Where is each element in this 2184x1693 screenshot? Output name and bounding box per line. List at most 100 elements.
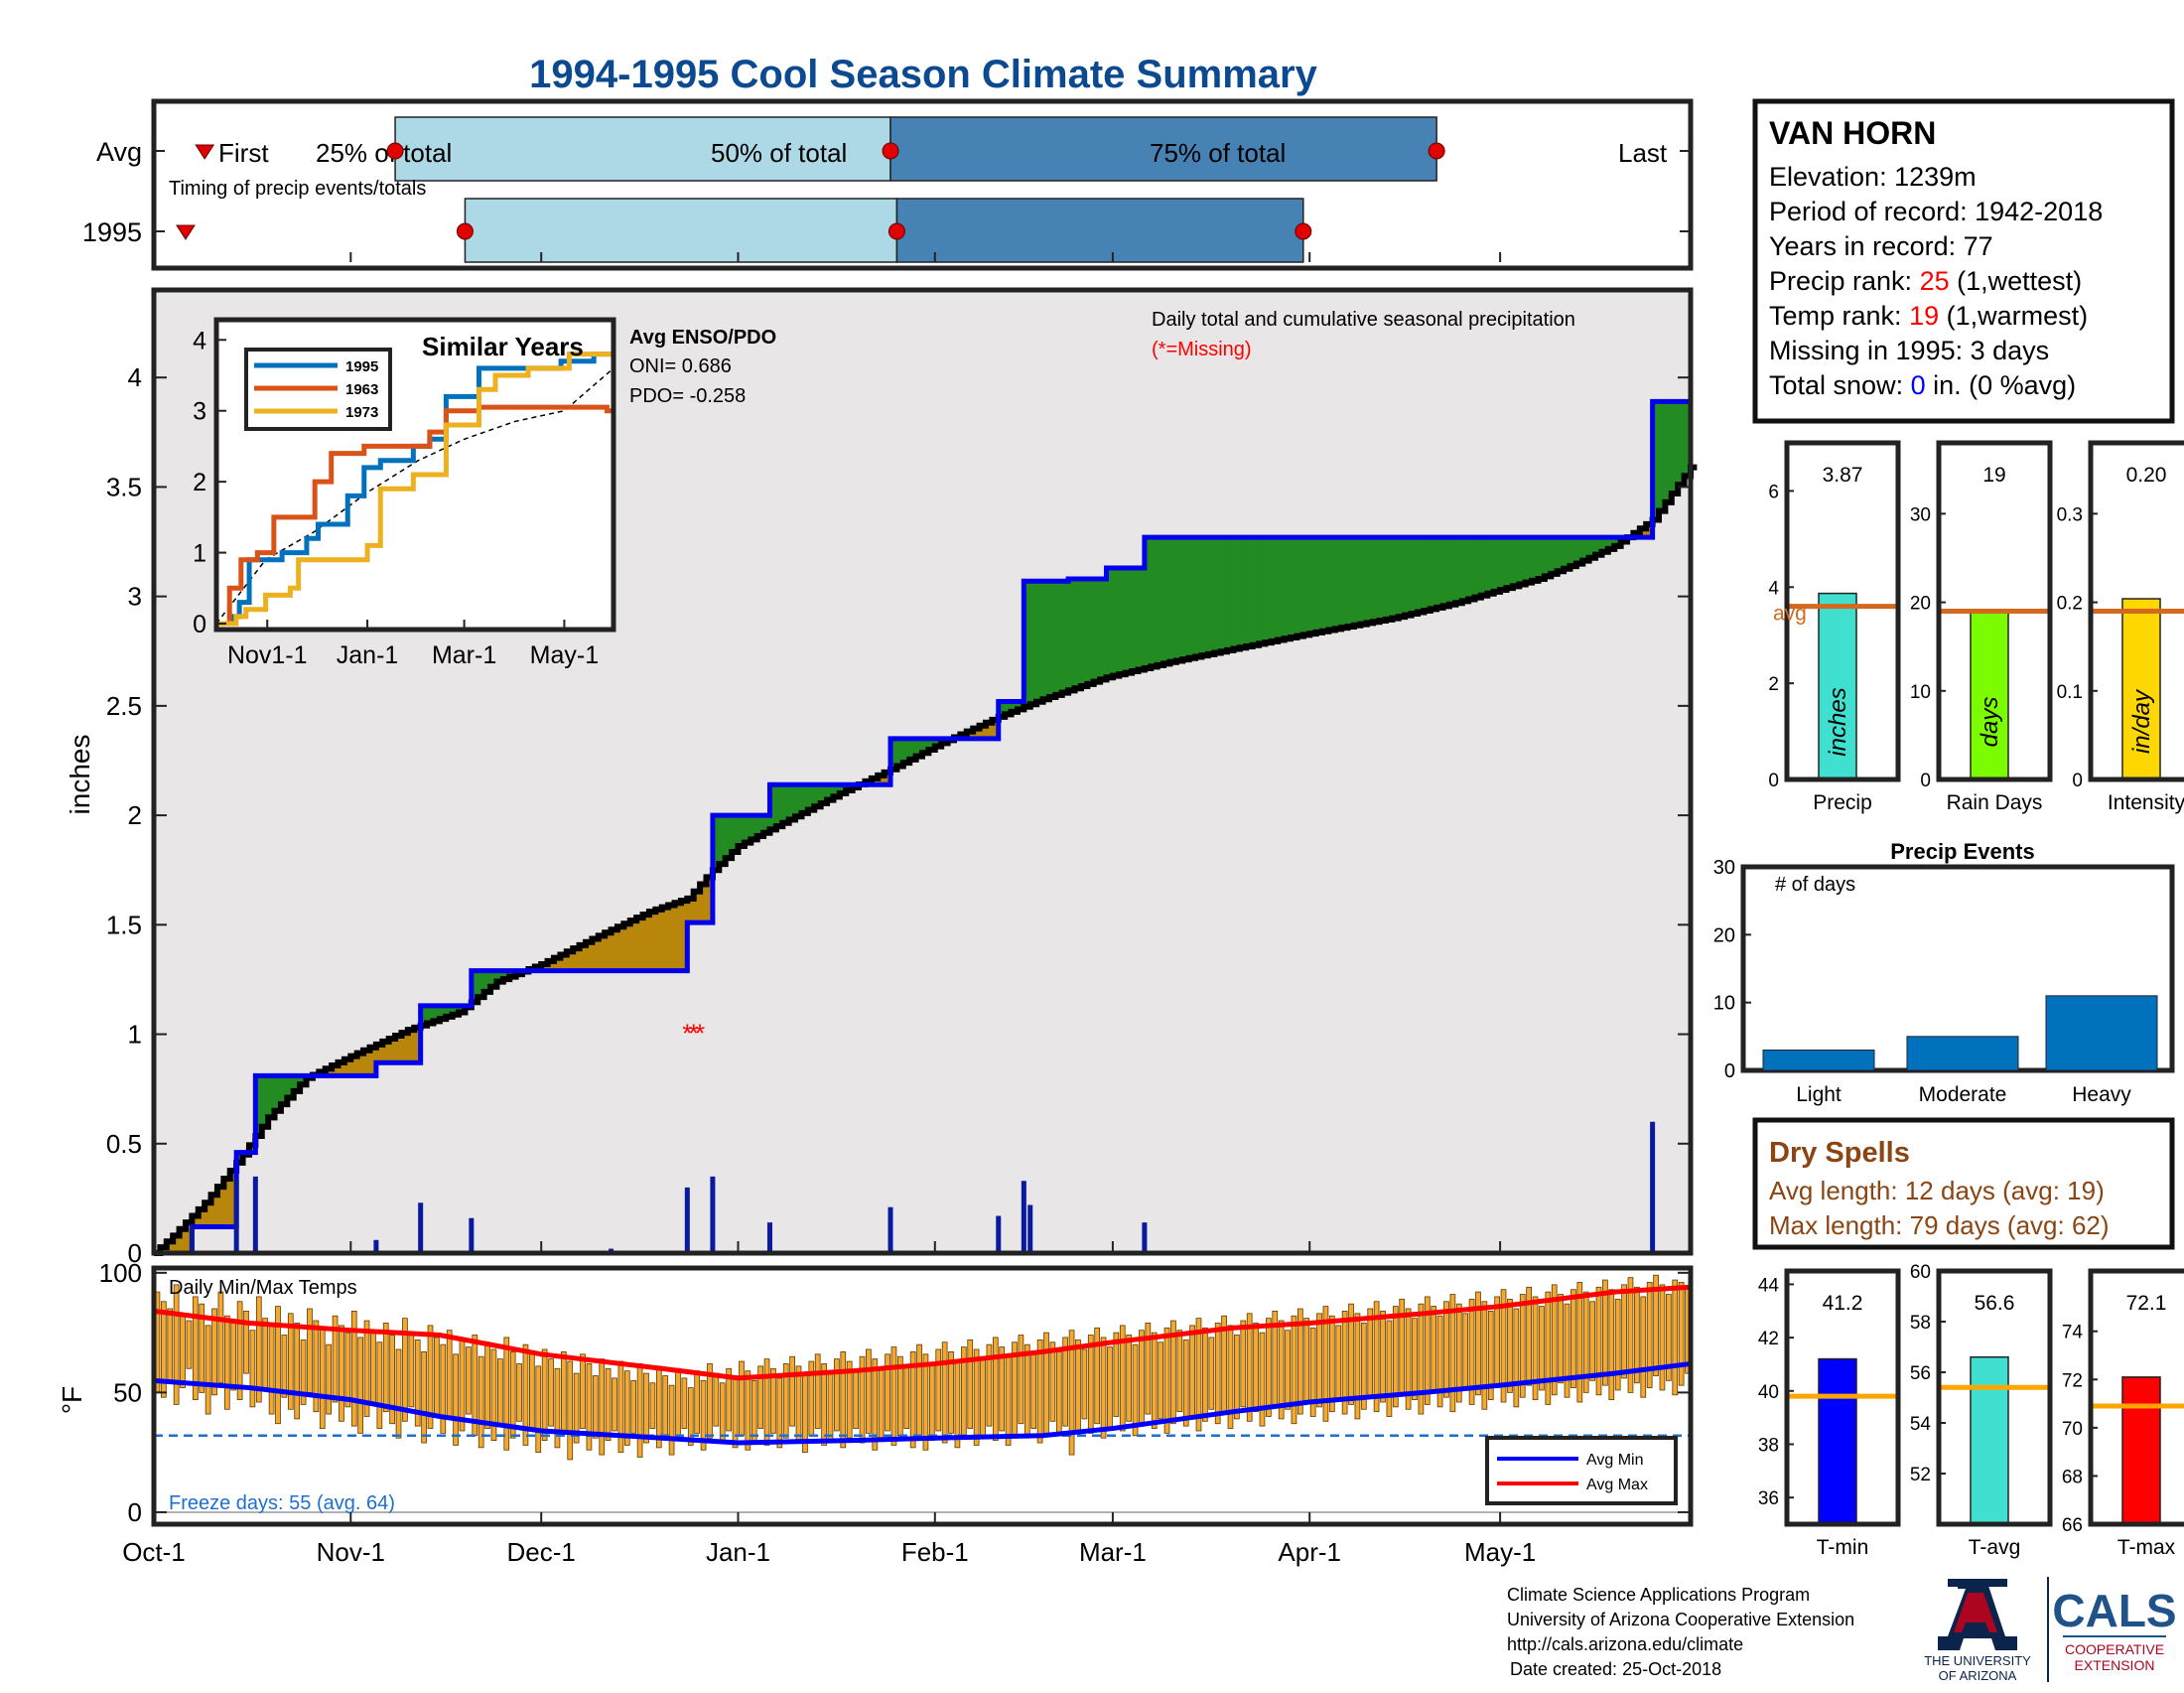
inset-xtick-label-1: Jan-1 <box>337 641 399 669</box>
temp-ytick-label-1: 50 <box>113 1377 142 1407</box>
temp-day-bar <box>1024 1344 1029 1438</box>
precip-summary-xlabel-1: Rain Days <box>1947 791 2043 814</box>
temp-legend-box <box>1487 1438 1676 1503</box>
temp-summary-ytick-label-0-4: 44 <box>1758 1275 1780 1296</box>
events-ytick-label-2: 20 <box>1713 924 1735 946</box>
station-info-box: VAN HORN Elevation: 1239m Period of reco… <box>1755 101 2172 421</box>
ua-logo-line-1: THE UNIVERSITY <box>1924 1653 2031 1668</box>
temp-day-bar <box>1329 1316 1334 1411</box>
temp-day-bar <box>1577 1282 1582 1402</box>
timing-row-label-avg: Avg <box>96 137 142 167</box>
temp-day-bar <box>504 1338 509 1450</box>
temp-day-bar <box>308 1309 313 1392</box>
temp-day-bar <box>1628 1278 1633 1393</box>
temp-day-bar <box>1590 1302 1595 1381</box>
precip-summary-value-label-0: 3.87 <box>1823 464 1863 487</box>
temp-summary-ytick-label-1-3: 58 <box>1910 1313 1931 1334</box>
precip-summary-bar-text-1: days <box>1977 697 2003 748</box>
temp-day-bar <box>345 1333 350 1407</box>
legend-avg-min-label: Avg Min <box>1586 1452 1644 1469</box>
enso-pdo: PDO= -0.258 <box>629 385 746 407</box>
footer-line-3: http://cals.arizona.edu/climate <box>1507 1634 1743 1654</box>
temp-day-bar <box>682 1378 687 1429</box>
daily-precip-bar-10 <box>888 1207 893 1253</box>
precip-summary-ytick-label-2-1: 0.1 <box>2057 682 2083 703</box>
events-ylabel-note: # of days <box>1775 874 1855 896</box>
precip-summary-value-label-2: 0.20 <box>2126 464 2167 487</box>
events-bar-heavy <box>2046 996 2157 1070</box>
main-ytick-label-7: 3.5 <box>106 472 142 501</box>
temp-day-bar <box>168 1309 173 1380</box>
main-ytick-label-3: 1.5 <box>106 910 142 939</box>
temp-day-bar <box>1381 1311 1386 1402</box>
temp-day-bar <box>212 1309 217 1395</box>
snow-prefix: Total snow: <box>1769 370 1911 400</box>
temp-summary-xlabel-2: T-max <box>2117 1536 2176 1559</box>
inset-ytick-label-1: 1 <box>193 540 206 568</box>
main-ytick-label-1: 0.5 <box>106 1129 142 1159</box>
temp-day-bar <box>631 1380 636 1433</box>
temp-day-bar <box>1019 1336 1024 1424</box>
temp-day-bar <box>549 1359 554 1427</box>
main-ytick-label-5: 2.5 <box>106 691 142 721</box>
temp-day-bar <box>529 1354 534 1431</box>
cals-line-1: COOPERATIVE <box>2065 1641 2164 1657</box>
temp-summary-value-label-1: 56.6 <box>1975 1292 2015 1315</box>
events-ytick-label-3: 30 <box>1713 857 1735 879</box>
temp-summary-ytick-label-1-0: 52 <box>1910 1465 1931 1485</box>
events-title: Precip Events <box>1890 839 2035 864</box>
dry-title: Dry Spells <box>1769 1137 1910 1169</box>
temp-legend: Avg Min Avg Max <box>1487 1438 1676 1503</box>
temp-ytick-label-2: 100 <box>99 1258 142 1288</box>
temp-day-bar <box>923 1354 928 1450</box>
temp-summary-ytick-label-0-3: 42 <box>1758 1329 1779 1349</box>
precip-rank-prefix: Precip rank: <box>1769 266 1920 296</box>
timing-year-p75-marker <box>1296 223 1311 239</box>
events-bar-moderate <box>1907 1037 2018 1070</box>
temp-day-bar <box>1050 1342 1055 1422</box>
temp-day-bar <box>1127 1336 1132 1422</box>
temp-day-bar <box>1622 1285 1627 1378</box>
timing-panel: Avg 1995 First 25% of total 50% of total… <box>82 101 2042 268</box>
timing-label-75: 75% of total <box>1150 138 1286 168</box>
temp-rank-value: 19 <box>1909 301 1939 331</box>
precip-summary-ytick-label-0-2: 4 <box>1768 578 1779 599</box>
station-snow: Total snow: 0 in. (0 %avg) <box>1769 370 2076 400</box>
temp-day-bar <box>841 1351 846 1447</box>
temp-day-bar <box>205 1326 210 1414</box>
temp-day-bar <box>263 1319 268 1388</box>
timing-year-p50-marker <box>888 223 904 239</box>
footer-line-4: Date created: 25-Oct-2018 <box>1510 1659 1721 1679</box>
temp-summary-ytick-label-2-2: 70 <box>2062 1419 2083 1440</box>
precip-summary-ytick-label-1-0: 0 <box>1920 771 1931 791</box>
station-years: Years in record: 77 <box>1769 231 1993 261</box>
temp-day-bar <box>269 1326 274 1414</box>
temp-ytick-label-0: 0 <box>128 1497 142 1527</box>
inset-ytick-label-2: 2 <box>193 469 206 496</box>
main-ytick-label-6: 3 <box>128 582 142 612</box>
freeze-days-text: Freeze days: 55 (avg. 64) <box>169 1492 395 1514</box>
temp-day-bar <box>695 1371 700 1434</box>
temp-day-bar <box>1514 1309 1519 1407</box>
temp-day-bar <box>618 1361 623 1453</box>
missing-day-marker-2: * <box>695 1019 705 1049</box>
temp-summary-ytick-label-2-3: 72 <box>2062 1370 2083 1391</box>
temp-day-bar <box>891 1347 896 1446</box>
daily-precip-bar-7 <box>685 1188 690 1253</box>
temp-day-bar <box>1286 1331 1291 1410</box>
temp-summary-bar-2 <box>2122 1377 2160 1524</box>
temp-day-bar <box>1546 1292 1551 1404</box>
temp-day-bar <box>370 1331 375 1405</box>
temp-day-bar <box>218 1292 223 1383</box>
events-ytick-label-1: 10 <box>1713 993 1735 1015</box>
temp-day-bar <box>904 1366 909 1429</box>
main-y-label: inches <box>65 735 95 815</box>
daily-precip-bar-2 <box>253 1177 258 1253</box>
temp-day-bar <box>1234 1336 1239 1419</box>
temp-day-bar <box>1209 1338 1214 1409</box>
temp-day-bar <box>866 1349 871 1433</box>
temp-summary-xlabel-0: T-min <box>1817 1536 1869 1559</box>
temp-day-bar <box>327 1344 332 1414</box>
events-xlabel-1: Moderate <box>1919 1083 2007 1106</box>
